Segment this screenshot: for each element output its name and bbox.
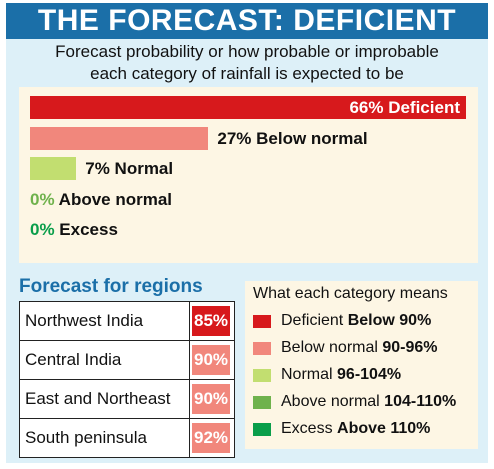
legend-item-above-normal: Above normal 104-110% — [253, 392, 456, 412]
table-row: South peninsula 92% — [19, 418, 235, 458]
region-value-cell: 90% — [189, 340, 235, 380]
page-title: THE FORECAST: DEFICIENT — [37, 4, 457, 37]
legend-item-excess: Excess Above 110% — [253, 419, 430, 439]
forecast-bar-chart: 66% Deficient 27% Below normal 7% Normal 0%… — [19, 87, 478, 263]
legend-title: What each category means — [253, 285, 448, 302]
category-legend: What each category means Deficient Below… — [245, 281, 478, 449]
table-row: East and Northeast 90% — [19, 379, 235, 419]
bar-label-deficient: 66% Deficient — [349, 98, 460, 118]
legend-label: Deficient Below 90% — [281, 312, 432, 329]
bar-value: 7% — [85, 159, 110, 178]
region-value-cell: 90% — [189, 379, 235, 419]
bar-category: Above normal — [54, 189, 173, 209]
bar-value: 0% — [30, 220, 55, 239]
bar-label-below-normal: 27% Below normal — [217, 129, 367, 149]
legend-swatch — [253, 395, 271, 409]
legend-item-below-normal: Below normal 90-96% — [253, 338, 438, 358]
title-bar: THE FORECAST: DEFICIENT — [6, 3, 488, 39]
bar-category: Excess — [54, 220, 118, 239]
legend-label: Above normal 104-110% — [281, 393, 457, 410]
legend-item-deficient: Deficient Below 90% — [253, 311, 431, 331]
bar-label-excess: 0% Excess — [30, 220, 118, 240]
bar-category: Below normal — [251, 128, 368, 148]
region-name: East and Northeast — [19, 379, 190, 419]
region-value: 90% — [192, 345, 230, 375]
legend-swatch — [253, 422, 271, 436]
bar-label-normal: 7% Normal — [85, 159, 173, 179]
legend-label: Excess Above 110% — [281, 420, 431, 437]
regions-title: Forecast for regions — [19, 276, 203, 297]
table-row: Northwest India 85% — [19, 301, 235, 341]
bar-normal — [30, 157, 77, 180]
region-value-cell: 92% — [189, 418, 235, 458]
bar-value: 66% — [349, 98, 384, 117]
subtitle-line-2: each category of rainfall is expected to… — [90, 64, 404, 83]
regions-table: Northwest India 85% Central India 90% East a… — [19, 301, 235, 458]
region-value: 90% — [192, 384, 230, 414]
bar-deficient — [30, 96, 466, 119]
bar-value: 27% — [217, 128, 252, 148]
legend-swatch — [253, 341, 271, 355]
bar-category: Deficient — [383, 98, 460, 117]
region-name: Central India — [19, 340, 190, 380]
region-name: Northwest India — [19, 301, 190, 341]
region-name: South peninsula — [19, 418, 190, 458]
legend-item-normal: Normal 96-104% — [253, 365, 401, 385]
bar-below-normal — [30, 126, 209, 150]
table-row: Central India 90% — [19, 340, 235, 380]
bar-label-above-normal: 0% Above normal — [30, 190, 172, 210]
legend-swatch — [253, 314, 271, 328]
region-value: 85% — [192, 306, 230, 336]
bar-value: 0% — [30, 189, 55, 209]
subtitle-line-1: Forecast probability or how probable or … — [55, 42, 439, 61]
region-value-cell: 85% — [189, 301, 235, 341]
legend-label: Below normal 90-96% — [281, 339, 438, 356]
bar-category: Normal — [109, 159, 174, 178]
legend-swatch — [253, 368, 271, 382]
region-value: 92% — [192, 423, 230, 453]
legend-label: Normal 96-104% — [281, 366, 402, 383]
